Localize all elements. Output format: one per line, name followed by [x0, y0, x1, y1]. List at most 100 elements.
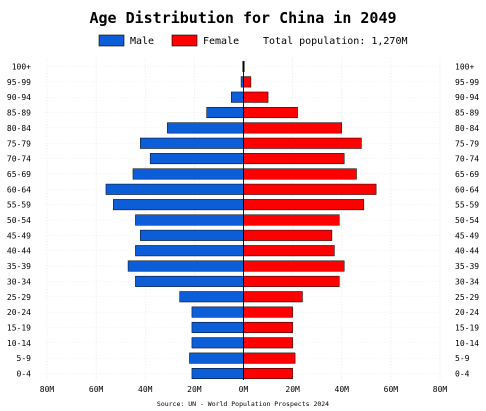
bar-female-85-89 — [243, 107, 298, 119]
x-tick-label: 80M — [40, 385, 55, 394]
bar-male-30-34 — [135, 275, 244, 287]
age-label-right: 50-54 — [455, 216, 479, 225]
age-label-right: 10-14 — [455, 339, 479, 348]
x-tick-label: 20M — [187, 385, 202, 394]
bar-male-75-79 — [140, 137, 244, 149]
age-label-left: 30-34 — [7, 277, 31, 286]
legend-male-label: Male — [130, 36, 154, 47]
age-label-right: 70-74 — [455, 155, 479, 164]
age-label-right: 45-49 — [455, 231, 479, 240]
bar-female-25-29 — [243, 291, 303, 303]
age-label-left: 100+ — [12, 63, 31, 72]
age-label-left: 60-64 — [7, 185, 31, 194]
source-note: Source: UN - World Population Prospects … — [157, 400, 329, 408]
age-label-right: 95-99 — [455, 78, 479, 87]
bar-male-15-19 — [191, 321, 244, 333]
age-label-left: 80-84 — [7, 124, 31, 133]
bar-female-45-49 — [243, 229, 333, 241]
x-tick-label: 20M — [285, 385, 300, 394]
x-tick-label: 0M — [239, 385, 249, 394]
x-tick-label: 80M — [433, 385, 448, 394]
age-label-left: 15-19 — [7, 323, 31, 332]
bar-female-5-9 — [243, 352, 296, 364]
bar-male-80-84 — [167, 122, 244, 134]
legend: Male Female Total population: 1,270M — [98, 34, 408, 47]
age-label-left: 75-79 — [7, 139, 31, 148]
age-label-left: 0-4 — [17, 370, 32, 379]
bar-female-0-4 — [243, 368, 293, 379]
age-label-left: 5-9 — [17, 354, 32, 363]
age-label-left: 85-89 — [7, 109, 31, 118]
age-label-left: 55-59 — [7, 201, 31, 210]
age-labels-left: 0-4 5-9 10-14 15-19 20-24 25-29 30-34 35-39 40-4… — [7, 63, 31, 379]
x-tick-label: 40M — [335, 385, 350, 394]
bar-female-50-54 — [243, 214, 340, 226]
age-label-left: 95-99 — [7, 78, 31, 87]
bar-male-10-14 — [191, 337, 244, 349]
age-label-left: 50-54 — [7, 216, 31, 225]
age-label-right: 15-19 — [455, 323, 479, 332]
bar-male-60-64 — [105, 183, 244, 195]
age-label-left: 35-39 — [7, 262, 31, 271]
age-label-right: 80-84 — [455, 124, 479, 133]
x-tick-label: 40M — [138, 385, 153, 394]
bar-female-55-59 — [243, 199, 365, 211]
bar-female-75-79 — [243, 137, 362, 149]
age-label-right: 65-69 — [455, 170, 479, 179]
bar-female-95-99 — [243, 76, 252, 88]
bar-male-65-69 — [132, 168, 244, 180]
bar-female-70-74 — [243, 153, 345, 165]
bar-male-45-49 — [140, 229, 244, 241]
age-label-right: 30-34 — [455, 277, 479, 286]
bar-female-80-84 — [243, 122, 342, 134]
age-label-right: 25-29 — [455, 293, 479, 302]
bar-female-20-24 — [243, 306, 293, 318]
x-tick-label: 60M — [384, 385, 399, 394]
bar-female-10-14 — [243, 337, 293, 349]
x-axis-ticks: 80M 60M 40M 20M 0M 20M 40M 60M 80M — [40, 385, 448, 394]
age-label-right: 85-89 — [455, 109, 479, 118]
age-label-left: 40-44 — [7, 247, 31, 256]
bars — [105, 61, 377, 380]
chart-title: Age Distribution for China in 2049 — [89, 9, 396, 27]
age-label-left: 25-29 — [7, 293, 31, 302]
age-label-left: 10-14 — [7, 339, 31, 348]
bar-male-0-4 — [191, 368, 244, 379]
bar-male-55-59 — [113, 199, 244, 211]
bar-female-90-94 — [243, 91, 269, 103]
bar-female-30-34 — [243, 275, 340, 287]
age-labels-right: 0-4 5-9 10-14 15-19 20-24 25-29 30-34 35-39 40-4… — [455, 63, 479, 379]
bar-male-5-9 — [189, 352, 244, 364]
bar-male-85-89 — [206, 107, 244, 119]
age-label-left: 70-74 — [7, 155, 31, 164]
legend-female-label: Female — [203, 36, 239, 47]
age-label-right: 55-59 — [455, 201, 479, 210]
bar-female-60-64 — [243, 183, 377, 195]
age-label-left: 45-49 — [7, 231, 31, 240]
age-label-left: 65-69 — [7, 170, 31, 179]
legend-female-swatch — [171, 34, 198, 47]
bar-male-20-24 — [191, 306, 244, 318]
bar-female-15-19 — [243, 321, 293, 333]
bar-male-50-54 — [135, 214, 244, 226]
age-label-right: 35-39 — [455, 262, 479, 271]
age-label-right: 0-4 — [455, 370, 470, 379]
bar-male-35-39 — [127, 260, 244, 272]
bar-male-70-74 — [149, 153, 244, 165]
bar-male-40-44 — [135, 245, 244, 257]
bar-female-65-69 — [243, 168, 357, 180]
bar-male-90-94 — [230, 91, 244, 103]
age-label-right: 60-64 — [455, 185, 479, 194]
x-tick-label: 60M — [89, 385, 104, 394]
age-label-right: 75-79 — [455, 139, 479, 148]
legend-total-population: Total population: 1,270M — [263, 36, 408, 47]
age-label-right: 20-24 — [455, 308, 479, 317]
age-label-left: 90-94 — [7, 93, 31, 102]
bar-female-35-39 — [243, 260, 345, 272]
bar-female-40-44 — [243, 245, 335, 257]
age-label-right: 5-9 — [455, 354, 470, 363]
age-label-right: 40-44 — [455, 247, 479, 256]
age-label-right: 100+ — [455, 63, 474, 72]
age-label-right: 90-94 — [455, 93, 479, 102]
